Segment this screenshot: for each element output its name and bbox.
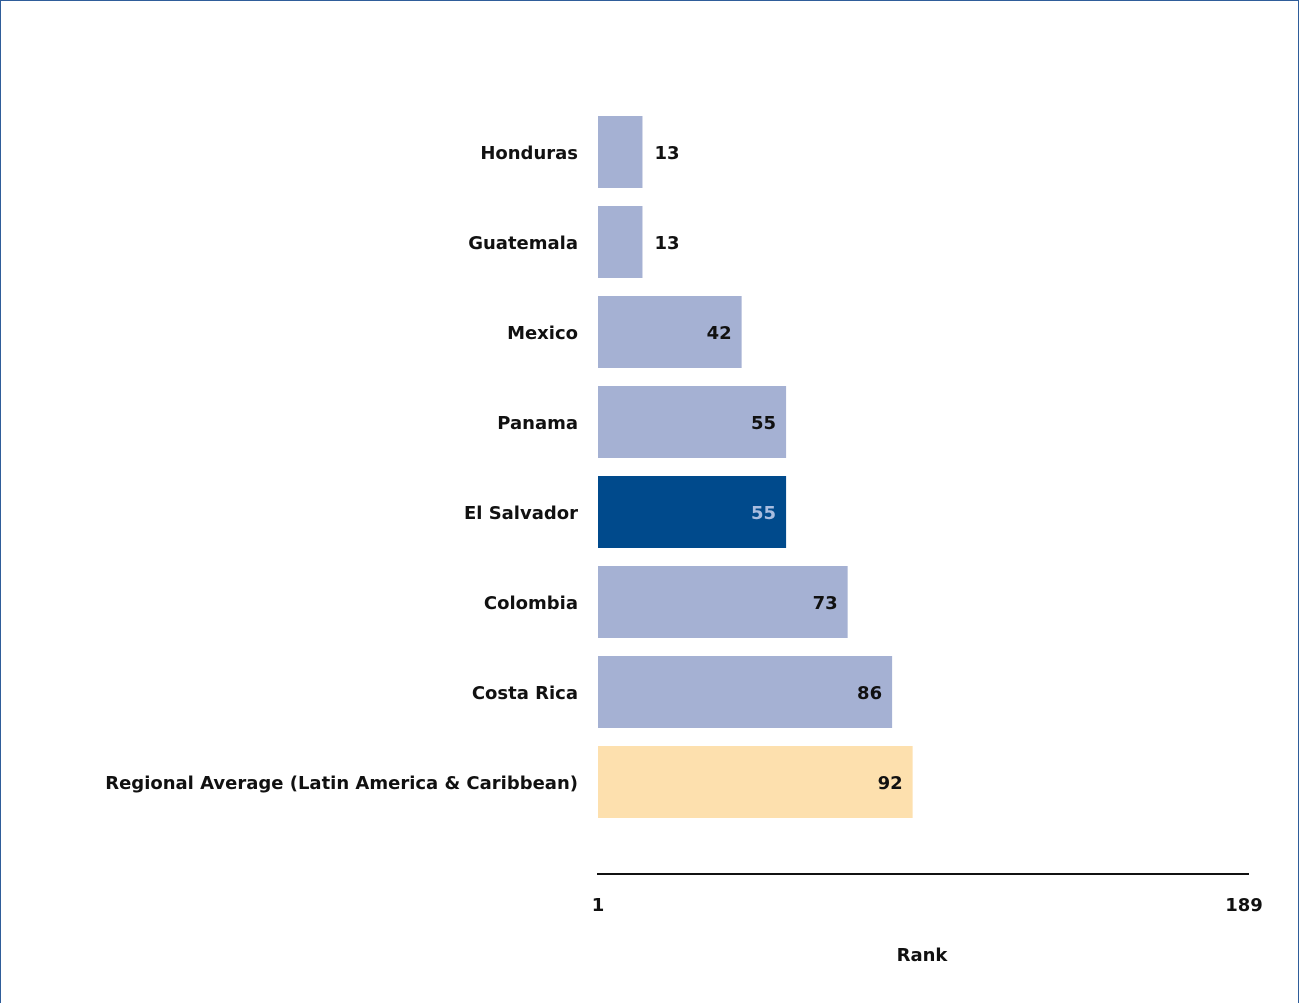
value-label-regional-average-latin-america-caribbean: 92	[878, 773, 903, 794]
x-axis-title: Rank	[897, 945, 949, 966]
bar-colombia	[598, 566, 848, 638]
value-label-mexico: 42	[707, 323, 732, 344]
x-axis: 1 189 Rank	[592, 873, 1263, 966]
bar-regional-average-latin-america-caribbean	[598, 746, 913, 818]
x-tick-label-min: 1	[592, 895, 605, 916]
bars-layer: Honduras 13 Guatemala 13 Mexico 42 Panama 55 El …	[105, 116, 913, 818]
category-label-honduras: Honduras	[480, 143, 578, 164]
value-label-costa-rica: 86	[857, 683, 882, 704]
category-label-costa-rica: Costa Rica	[472, 683, 578, 704]
value-label-guatemala: 13	[654, 233, 679, 254]
category-label-mexico: Mexico	[507, 323, 578, 344]
value-label-colombia: 73	[813, 593, 838, 614]
bar-mexico	[598, 296, 742, 368]
category-label-colombia: Colombia	[484, 593, 578, 614]
bar-panama	[598, 386, 787, 458]
bar-guatemala	[598, 206, 643, 278]
category-label-regional-average-latin-america-caribbean: Regional Average (Latin America & Caribb…	[105, 773, 578, 794]
bar-honduras	[598, 116, 643, 188]
category-label-guatemala: Guatemala	[468, 233, 578, 254]
value-label-el-salvador: 55	[751, 503, 776, 524]
x-tick-label-max: 189	[1225, 895, 1263, 916]
category-label-el-salvador: El Salvador	[464, 503, 578, 524]
bar-costa-rica	[598, 656, 893, 728]
category-label-panama: Panama	[497, 413, 578, 434]
bar-el-salvador	[598, 476, 787, 548]
value-label-honduras: 13	[654, 143, 679, 164]
value-label-panama: 55	[751, 413, 776, 434]
